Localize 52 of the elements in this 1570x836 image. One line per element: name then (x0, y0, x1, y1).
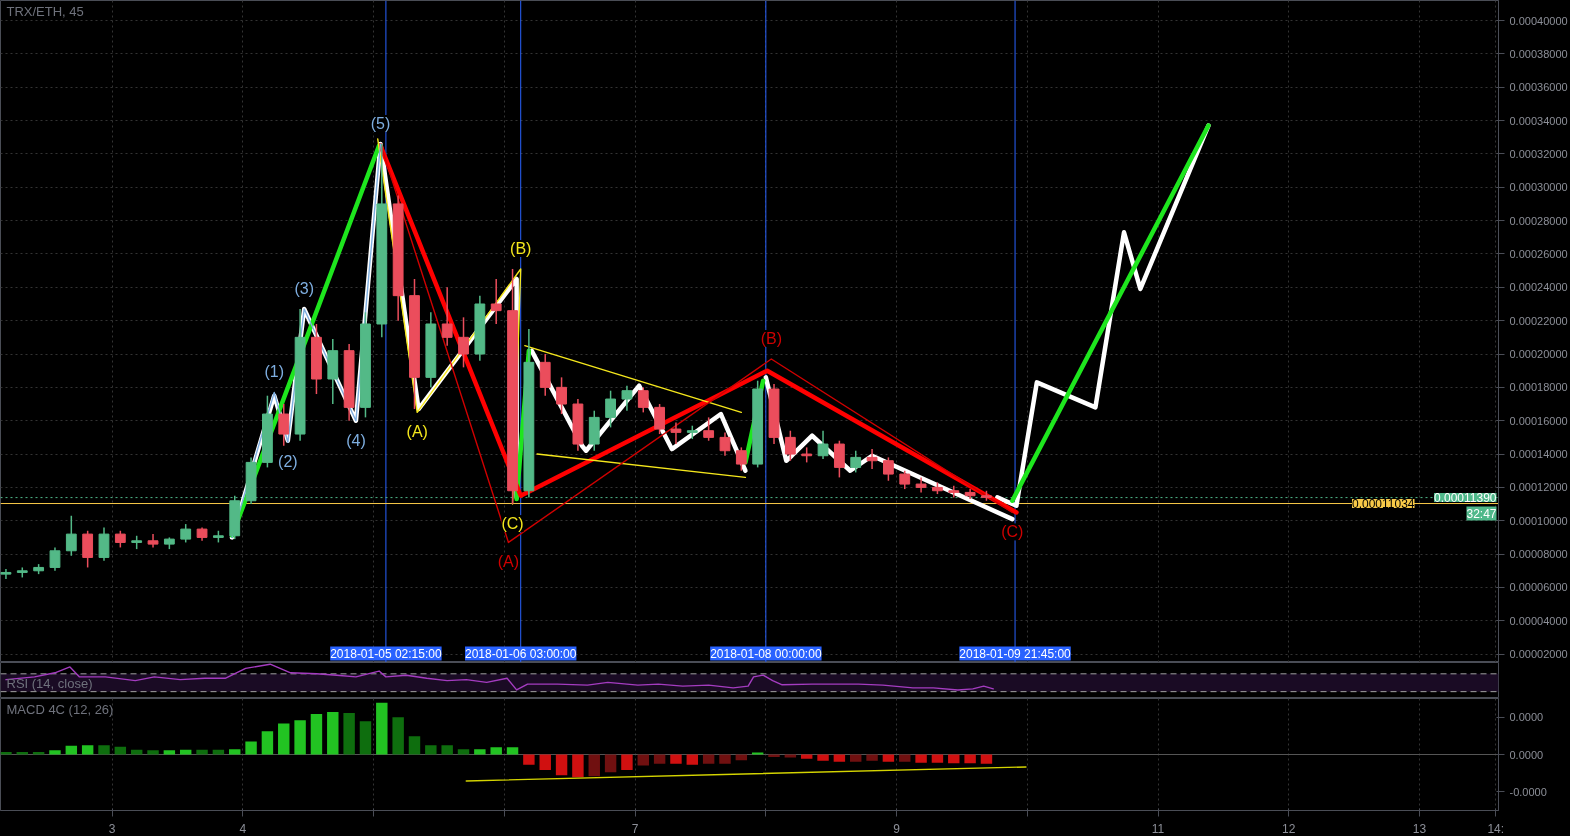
ref-line-label: 0.00011390 (1433, 491, 1497, 506)
y-tick-label: 0.00038000 (1509, 47, 1568, 60)
y-tick-label: 0.00032000 (1509, 147, 1568, 160)
x-tick-label: 13 (1412, 821, 1427, 836)
chart-title: MACD 4C (12, 26) (6, 701, 114, 717)
x-tick-label: 9 (893, 821, 901, 836)
y-tick-label: 0.00036000 (1509, 81, 1568, 94)
y-tick-label: 0.00034000 (1509, 114, 1568, 127)
x-tick-label: 7 (631, 821, 639, 836)
x-tick-label: 4 (239, 821, 247, 836)
annotation: (B) (510, 239, 532, 257)
y-tick-label: 0.00002000 (1509, 648, 1568, 661)
x-tick-label: 11 (1151, 821, 1165, 836)
text: 0.0000 (1509, 711, 1544, 724)
y-tick-label: 0.00040000 (1509, 14, 1568, 27)
x-tick-label: 3 (108, 821, 116, 836)
annotation: (1) (264, 363, 285, 381)
y-tick-label: 0.00018000 (1509, 381, 1568, 394)
y-tick-label: 0.00024000 (1509, 281, 1568, 294)
annotation: (A) (406, 423, 428, 441)
y-tick-label: 0.00004000 (1509, 614, 1568, 627)
x-tick-label: 12 (1282, 821, 1296, 836)
annotation: (A) (497, 553, 520, 571)
y-tick-label: 0.00026000 (1509, 247, 1568, 260)
text: 0.0000 (1509, 748, 1544, 761)
annotation: (3) (294, 279, 314, 297)
y-tick-label: 0.00016000 (1509, 414, 1568, 427)
chart-title: TRX/ETH, 45 (6, 3, 84, 19)
ref-line-label: 2018-01-09 21:45:00 (959, 646, 1072, 661)
annotation: (5) (370, 114, 391, 132)
text: RSI (14, close) (6, 675, 93, 691)
x-tick-label: 14: (1487, 821, 1505, 836)
y-tick-label: 0.00006000 (1509, 581, 1568, 594)
ref-line-label: 2018-01-06 03:00:00 (465, 646, 577, 661)
y-tick-label: 0.00008000 (1509, 548, 1568, 561)
annotation: (B) (760, 330, 782, 348)
annotation: 32:47 (1466, 506, 1497, 521)
annotation: (4) (346, 431, 366, 449)
ref-line-label: 0.00011034 (1351, 497, 1415, 512)
annotation: (C) (1001, 523, 1024, 541)
y-tick-label: 0.00010000 (1509, 514, 1568, 527)
y-tick-label: 0.00014000 (1509, 448, 1568, 461)
y-tick-label: 0.00012000 (1509, 481, 1568, 494)
y-tick-label: 0.00030000 (1509, 181, 1568, 194)
y-tick-label: 0.00028000 (1509, 214, 1568, 227)
annotation: (C) (501, 515, 524, 533)
y-tick-label: 0.00022000 (1509, 314, 1568, 327)
annotation: (2) (278, 453, 298, 471)
y-tick-label: 0.00020000 (1509, 348, 1568, 361)
text: -0.0000 (1509, 785, 1547, 798)
ref-line-label: 2018-01-08 00:00:00 (710, 646, 822, 661)
ref-line-label: 2018-01-05 02:15:00 (330, 646, 442, 661)
